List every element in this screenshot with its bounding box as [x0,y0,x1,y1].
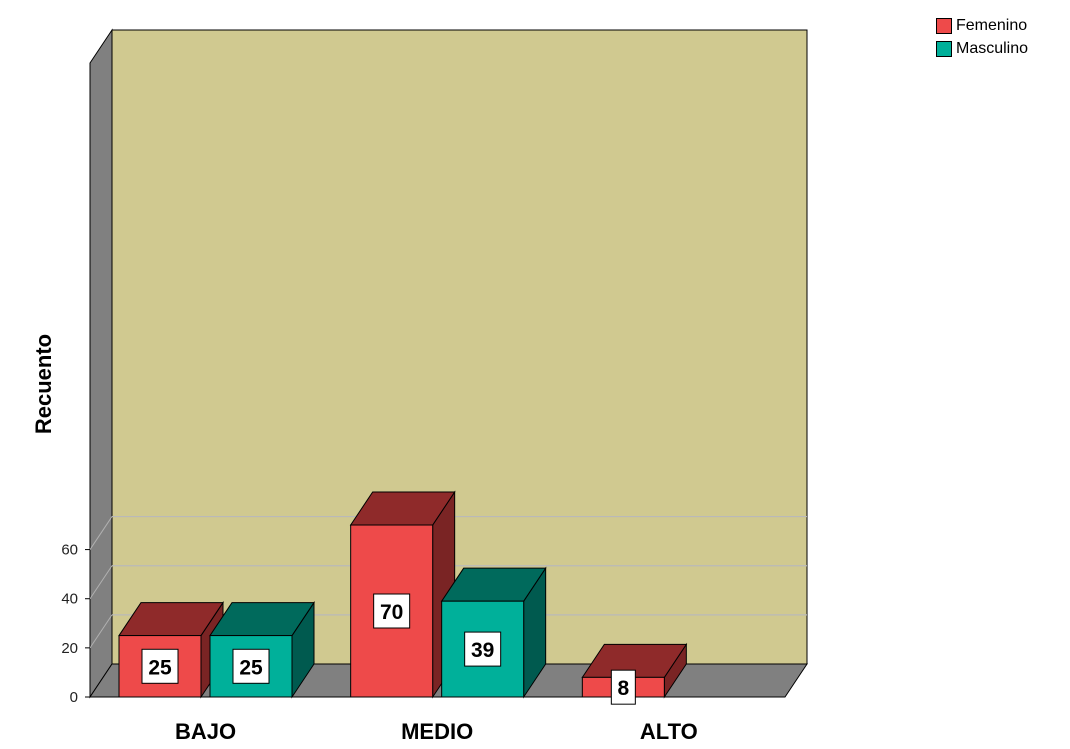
back-wall [111,29,808,665]
bar-bajo-femenino: 25 [118,600,224,699]
gridline-side [89,614,113,649]
y-axis: 0 20 40 60 [61,542,90,706]
legend-label-femenino: Femenino [956,16,1028,34]
data-label-box [141,648,179,684]
bar-medio-femenino: 70 [349,490,456,699]
bar-medio-masculino: 39 [440,566,547,699]
data-label-box [373,593,411,629]
left-wall [89,28,113,699]
chart-walls [89,28,808,699]
y-axis-title: Recuento [31,334,56,434]
bar-alto-femenino: 8 [581,642,688,705]
y-tick-label: 0 [70,689,78,706]
bars: 25 25 70 39 8 [118,490,688,705]
data-label: 25 [239,656,263,679]
data-label-box [610,669,636,705]
y-tick-label: 20 [61,640,78,657]
x-tick-label-alto: ALTO [640,719,698,744]
legend-swatch-masculino [936,40,952,57]
data-label: 25 [148,656,172,679]
data-label: 39 [471,639,494,662]
y-tick-label: 60 [61,542,78,559]
gridline-side [89,516,113,550]
legend-item-masculino: Masculino [936,37,1028,60]
legend-item-femenino: Femenino [936,14,1028,37]
gridline-side [89,565,113,599]
x-axis: BAJO MEDIO ALTO [175,719,698,744]
bar-bajo-masculino: 25 [209,600,315,699]
data-label: 70 [380,601,403,624]
legend-label-masculino: Masculino [956,39,1029,57]
y-tick-label: 40 [61,591,78,608]
data-label: 8 [617,677,629,700]
x-tick-label-bajo: BAJO [175,719,236,744]
x-tick-label-medio: MEDIO [401,719,473,744]
legend-swatch-femenino [936,17,952,34]
legend: Femenino Masculino [936,14,1028,60]
data-label-box [464,631,502,667]
data-label-box [232,648,270,684]
